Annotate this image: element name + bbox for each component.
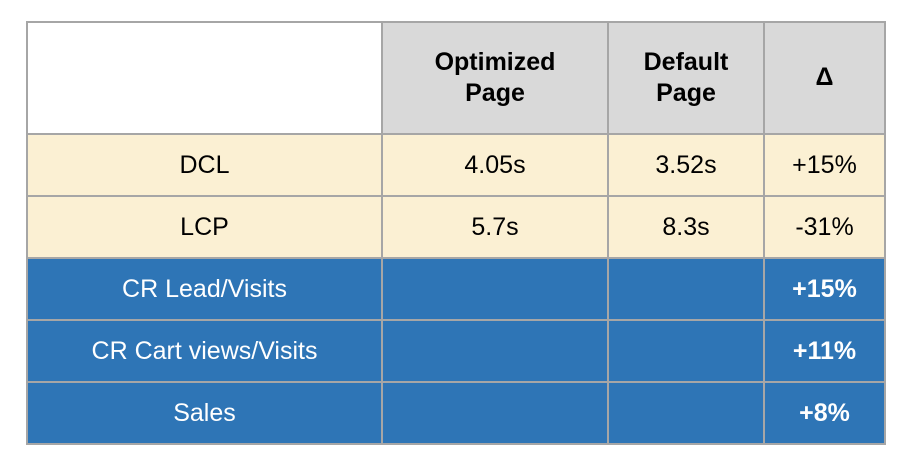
- default-value-cell: [607, 257, 765, 321]
- default-page-header-cell: Default Page: [607, 21, 765, 135]
- table-header-row: Optimized Page Default Page Δ: [26, 21, 886, 135]
- optimized-page-header-cell: Optimized Page: [381, 21, 609, 135]
- optimized-value-cell: [381, 381, 609, 445]
- optimized-value-cell: [381, 257, 609, 321]
- row-label-cell: Sales: [26, 381, 383, 445]
- delta-header-cell: Δ: [763, 21, 886, 135]
- table-row-cr-cart-views-visits: CR Cart views/Visits +11%: [26, 319, 886, 383]
- table-row-sales: Sales +8%: [26, 381, 886, 445]
- default-value-cell: 8.3s: [607, 195, 765, 259]
- optimized-value-cell: 4.05s: [381, 133, 609, 197]
- corner-header-cell: [26, 21, 383, 135]
- optimized-value-cell: [381, 319, 609, 383]
- delta-value-cell: +15%: [763, 133, 886, 197]
- table-row-lcp: LCP 5.7s 8.3s -31%: [26, 195, 886, 259]
- table-row-cr-lead-visits: CR Lead/Visits +15%: [26, 257, 886, 321]
- delta-value-cell: -31%: [763, 195, 886, 259]
- row-label-cell: CR Cart views/Visits: [26, 319, 383, 383]
- delta-value-cell: +11%: [763, 319, 886, 383]
- delta-value-cell: +15%: [763, 257, 886, 321]
- row-label-cell: LCP: [26, 195, 383, 259]
- default-value-cell: [607, 319, 765, 383]
- delta-value-cell: +8%: [763, 381, 886, 445]
- performance-comparison-table: Optimized Page Default Page Δ DCL 4.05s …: [26, 21, 886, 445]
- row-label-cell: DCL: [26, 133, 383, 197]
- row-label-cell: CR Lead/Visits: [26, 257, 383, 321]
- optimized-value-cell: 5.7s: [381, 195, 609, 259]
- default-value-cell: 3.52s: [607, 133, 765, 197]
- default-value-cell: [607, 381, 765, 445]
- optimized-page-header-label: Optimized Page: [434, 47, 556, 107]
- default-page-header-label: Default Page: [643, 47, 729, 107]
- table-row-dcl: DCL 4.05s 3.52s +15%: [26, 133, 886, 197]
